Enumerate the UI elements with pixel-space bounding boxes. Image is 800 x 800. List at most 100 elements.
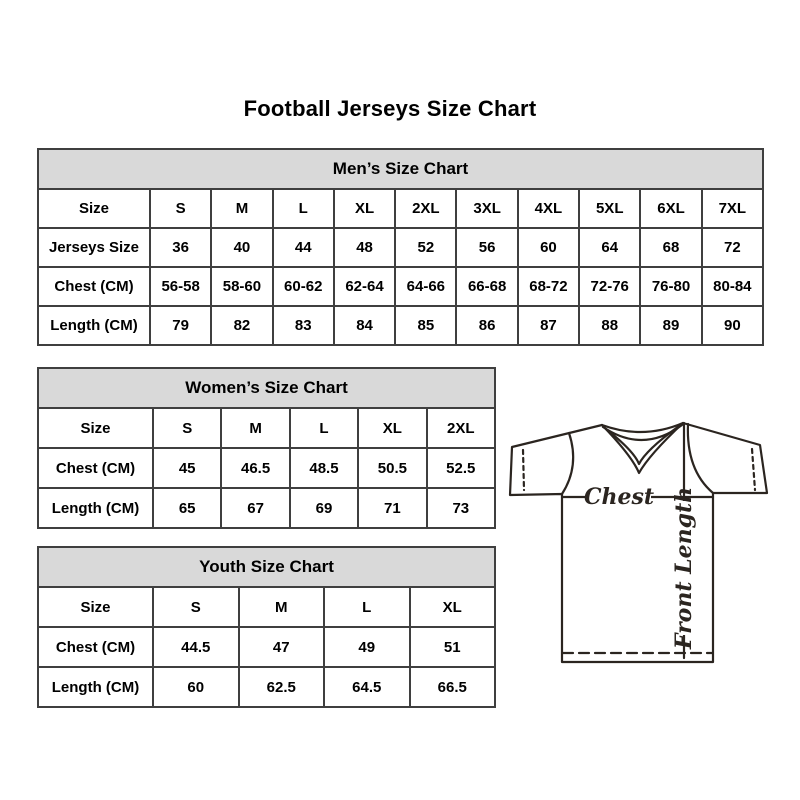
mens-size-table: Men’s Size Chart Size S M L XL 2XL 3XL 4XL 5XL 6X… <box>37 148 765 346</box>
cell-value: 45 <box>151 447 223 489</box>
cell-value: 44.5 <box>152 626 240 668</box>
row-label: Size <box>37 188 151 229</box>
cell-value: 2XL <box>425 407 497 449</box>
table-title-row: Women’s Size Chart <box>37 367 496 409</box>
cell-value: 47 <box>237 626 325 668</box>
youth-size-table: Youth Size Chart Size S M L XL Chest (CM) 44.5… <box>37 546 496 708</box>
cell-value: 60 <box>516 227 581 268</box>
table-row: Jerseys Size 36 40 44 48 52 56 60 64 68 72 <box>37 227 765 268</box>
cell-value: 40 <box>210 227 274 268</box>
cell-value: 64.5 <box>323 666 411 708</box>
table-row: Length (CM) 65 67 69 71 73 <box>37 487 497 529</box>
cell-value: 52.5 <box>425 447 497 489</box>
table-row: Length (CM) 60 62.5 64.5 66.5 <box>37 666 496 708</box>
cell-value: M <box>220 407 291 449</box>
row-label: Size <box>37 586 154 628</box>
cell-value: 83 <box>271 305 335 346</box>
row-label: Size <box>37 407 154 449</box>
chest-label-backing <box>587 485 651 508</box>
table-row: Size S M L XL 2XL 3XL 4XL 5XL 6XL 7XL <box>37 188 765 229</box>
cell-value: L <box>271 188 335 229</box>
cell-value: 51 <box>408 626 496 668</box>
table-row: Chest (CM) 45 46.5 48.5 50.5 52.5 <box>37 447 497 489</box>
cell-value: 72-76 <box>578 266 642 307</box>
table-title-row: Youth Size Chart <box>37 546 496 588</box>
cell-value: 68 <box>639 227 703 268</box>
womens-size-table: Women’s Size Chart Size S M L XL 2XL Chest (CM… <box>37 367 497 529</box>
cell-value: 5XL <box>578 188 642 229</box>
row-label: Length (CM) <box>37 666 154 708</box>
cell-value: XL <box>332 188 397 229</box>
chest-label: Chest <box>584 484 654 510</box>
cell-value: 52 <box>394 227 458 268</box>
cell-value: 7XL <box>700 188 765 229</box>
cell-value: 62-64 <box>332 266 397 307</box>
row-label: Chest (CM) <box>37 626 154 668</box>
cell-value: 79 <box>148 305 213 346</box>
front-length-label-backing <box>672 501 696 635</box>
cell-value: 60 <box>152 666 240 708</box>
table-row: Chest (CM) 56-58 58-60 60-62 62-64 64-66 66-68… <box>37 266 765 307</box>
row-label: Length (CM) <box>37 305 151 346</box>
table-row: Chest (CM) 44.5 47 49 51 <box>37 626 496 668</box>
cell-value: 48.5 <box>288 447 360 489</box>
youth-table-title: Youth Size Chart <box>37 546 496 588</box>
cell-value: 67 <box>220 487 291 529</box>
jersey-diagram: Chest Front Length <box>508 421 769 664</box>
right-sleeve-seam <box>686 422 715 495</box>
cell-value: 88 <box>578 305 642 346</box>
cell-value: 64 <box>578 227 642 268</box>
cell-value: 73 <box>425 487 497 529</box>
cell-value: 69 <box>288 487 360 529</box>
cell-value: 6XL <box>639 188 703 229</box>
cell-value: 68-72 <box>516 266 581 307</box>
cell-value: 66.5 <box>408 666 496 708</box>
cell-value: 84 <box>332 305 397 346</box>
cell-value: M <box>210 188 274 229</box>
cell-value: 72 <box>700 227 765 268</box>
cell-value: 86 <box>455 305 519 346</box>
cell-value: 56 <box>455 227 519 268</box>
cell-value: 48 <box>332 227 397 268</box>
cell-value: 87 <box>516 305 581 346</box>
mens-table-title: Men’s Size Chart <box>37 148 764 190</box>
cell-value: XL <box>357 407 428 449</box>
cell-value: 62.5 <box>237 666 325 708</box>
cell-value: 46.5 <box>220 447 291 489</box>
cell-value: 85 <box>394 305 458 346</box>
cell-value: 4XL <box>516 188 581 229</box>
cell-value: 56-58 <box>148 266 213 307</box>
cell-value: 3XL <box>455 188 519 229</box>
cell-value: 65 <box>151 487 223 529</box>
cell-value: 58-60 <box>210 266 274 307</box>
table-row: Size S M L XL <box>37 586 496 628</box>
cell-value: M <box>237 586 325 628</box>
collar-band-outer <box>600 421 685 434</box>
table-row: Length (CM) 79 82 83 84 85 86 87 88 89 90 <box>37 305 765 346</box>
cell-value: L <box>288 407 360 449</box>
right-cuff-dash <box>750 447 757 492</box>
jersey-outline <box>508 421 769 664</box>
row-label: Chest (CM) <box>37 447 154 489</box>
page-title: Football Jerseys Size Chart <box>243 96 537 121</box>
cell-value: S <box>152 586 240 628</box>
cell-value: XL <box>408 586 496 628</box>
cell-value: 64-66 <box>394 266 458 307</box>
cell-value: 44 <box>271 227 335 268</box>
cell-value: 36 <box>148 227 213 268</box>
cell-value: 60-62 <box>271 266 335 307</box>
collar-v-outer <box>600 421 685 475</box>
cell-value: 90 <box>700 305 765 346</box>
row-label: Chest (CM) <box>37 266 151 307</box>
table-row: Size S M L XL 2XL <box>37 407 497 449</box>
cell-value: 2XL <box>394 188 458 229</box>
cell-value: 89 <box>639 305 703 346</box>
row-label: Jerseys Size <box>37 227 151 268</box>
cell-value: S <box>151 407 223 449</box>
collar-v-inner <box>604 424 681 466</box>
cell-value: 82 <box>210 305 274 346</box>
left-cuff-dash <box>521 448 526 492</box>
table-title-row: Men’s Size Chart <box>37 148 764 190</box>
womens-table-title: Women’s Size Chart <box>37 367 496 409</box>
